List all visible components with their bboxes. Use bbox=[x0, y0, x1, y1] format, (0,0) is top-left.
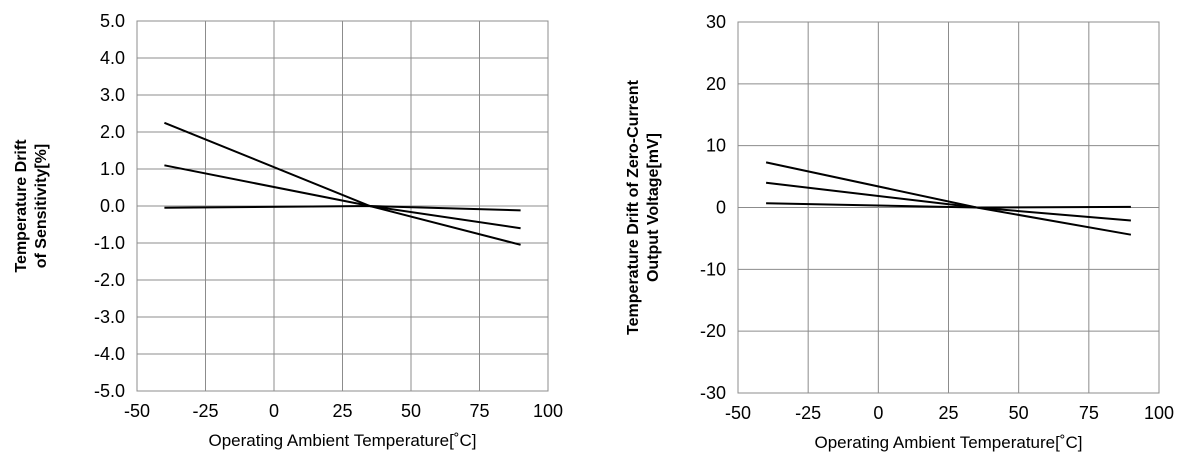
x-tick-label: -25 bbox=[795, 403, 821, 423]
sensitivity-drift-chart: -5.0 -4.0 -3.0 -2.0 -1.0 0.0 1.0 2.0 3.0 4.0 5.0 -5… bbox=[0, 0, 590, 465]
y-axis-label: Output Voltage[mV] bbox=[645, 133, 662, 282]
y-tick-label: 1.0 bbox=[100, 159, 125, 179]
y-tick-label: -30 bbox=[700, 383, 726, 403]
x-axis-label: Operating Ambient Temperature[˚C] bbox=[814, 433, 1082, 452]
x-tick-label: 25 bbox=[938, 403, 958, 423]
y-tick-label: -20 bbox=[700, 321, 726, 341]
y-tick-label: 0.0 bbox=[100, 196, 125, 216]
x-tick-label: -50 bbox=[725, 403, 751, 423]
y-tick-label: -4.0 bbox=[94, 344, 125, 364]
y-tick-label: -10 bbox=[700, 259, 726, 279]
plot-frame bbox=[136, 20, 549, 392]
y-tick-label: 30 bbox=[706, 12, 726, 32]
y-tick-label: -3.0 bbox=[94, 307, 125, 327]
series-line bbox=[766, 202, 1131, 209]
y-tick-label: 0 bbox=[716, 198, 726, 218]
x-tick-label: 100 bbox=[1144, 403, 1174, 423]
y-axis-label: Temperature Drift of Zero-Current bbox=[625, 79, 642, 335]
zero-current-drift-chart: -30 -20 -10 0 10 20 30 -50 -25 0 25 50 75 100 Operatin… bbox=[600, 0, 1189, 465]
x-tick-label: 0 bbox=[873, 403, 883, 423]
x-tick-label: -25 bbox=[192, 401, 218, 421]
y-tick-label: -2.0 bbox=[94, 270, 125, 290]
x-tick-label: 100 bbox=[533, 401, 563, 421]
series-line bbox=[164, 204, 521, 212]
x-axis-label: Operating Ambient Temperature[˚C] bbox=[208, 431, 476, 450]
y-tick-label: 5.0 bbox=[100, 11, 125, 31]
sensitivity-drift-plot: -5.0 -4.0 -3.0 -2.0 -1.0 0.0 1.0 2.0 3.0 4.0 5.0 -5… bbox=[13, 11, 563, 450]
x-tick-label: 50 bbox=[1009, 403, 1029, 423]
y-tick-label: 4.0 bbox=[100, 48, 125, 68]
y-axis-label: of Sensitivity[%] bbox=[33, 144, 50, 268]
y-tick-label: -1.0 bbox=[94, 233, 125, 253]
y-axis-label: Temperature Drift bbox=[13, 139, 30, 273]
y-tick-label: 10 bbox=[706, 136, 726, 156]
y-tick-label: -5.0 bbox=[94, 381, 125, 401]
y-tick-label: 2.0 bbox=[100, 122, 125, 142]
x-tick-label: 0 bbox=[269, 401, 279, 421]
plot-frame bbox=[737, 21, 1160, 394]
y-tick-label: 20 bbox=[706, 74, 726, 94]
x-tick-label: 25 bbox=[332, 401, 352, 421]
x-tick-label: 75 bbox=[469, 401, 489, 421]
x-tick-label: 75 bbox=[1079, 403, 1099, 423]
y-tick-label: 3.0 bbox=[100, 85, 125, 105]
x-tick-label: 50 bbox=[401, 401, 421, 421]
x-tick-label: -50 bbox=[124, 401, 150, 421]
zero-current-drift-plot: -30 -20 -10 0 10 20 30 -50 -25 0 25 50 75 100 Operatin… bbox=[625, 12, 1174, 452]
